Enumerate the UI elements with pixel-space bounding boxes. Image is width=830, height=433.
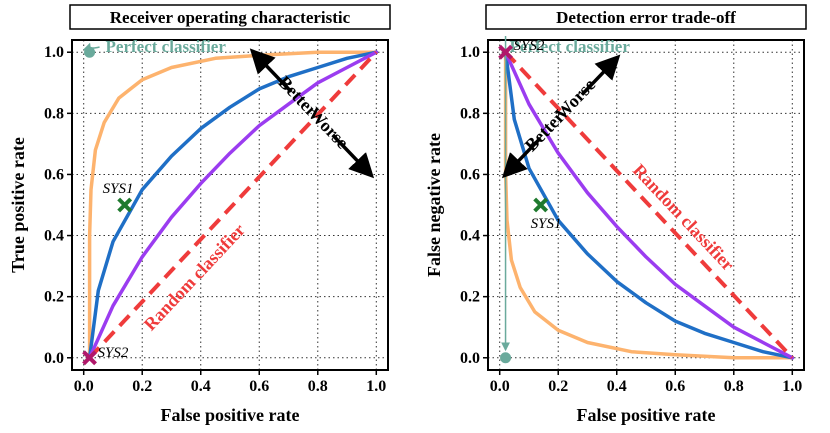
y-tick-label: 0.4 (44, 228, 64, 245)
random-curve (504, 50, 794, 360)
perfect-classifier-point (500, 352, 512, 364)
sys1-marker (533, 197, 549, 213)
sys1-label: SYS1 (531, 216, 562, 232)
title-box (69, 4, 391, 30)
x-tick-label: 0.0 (74, 378, 94, 395)
orange-curve (503, 50, 795, 360)
y-tick-label: 0.0 (44, 350, 64, 367)
better-arrow (501, 136, 542, 179)
better-arrow (249, 48, 293, 93)
y-axis-label: False negative rate (424, 133, 444, 277)
x-axis-label: False positive rate (161, 405, 300, 425)
x-tick-label: 0.6 (249, 378, 269, 395)
roc-chart: 0.0 0.0 0.2 0.2 0.4 0.4 0.6 0.6 0.8 0.8 1.0 1.0 Rece… (8, 4, 391, 425)
y-tick-label: 0.6 (44, 166, 64, 183)
x-tick-label: 0.2 (548, 378, 568, 395)
y-tick-label: 1.0 (44, 44, 64, 61)
x-tick-label: 0.8 (724, 378, 744, 395)
y-axis-label: True positive rate (8, 137, 28, 273)
plot-frame (487, 39, 805, 371)
blue-curve (87, 50, 379, 360)
purple-curve (503, 50, 795, 360)
worse-arrow (331, 133, 375, 179)
det-chart: 0.0 0.0 0.2 0.2 0.4 0.4 0.6 0.6 0.8 0.8 1.0 1.0 Dete… (424, 4, 807, 425)
x-tick-label: 1.0 (782, 378, 802, 395)
sys2-marker (82, 350, 97, 366)
y-tick-label: 0.6 (460, 166, 480, 183)
x-tick-label: 0.6 (665, 378, 685, 395)
chart-title: Receiver operating characteristic (110, 8, 351, 27)
worse-arrow (580, 54, 621, 96)
plot-frame (71, 39, 389, 371)
purple-curve (87, 50, 379, 360)
y-tick-label: 0.4 (460, 228, 480, 245)
sys1-label: SYS1 (103, 181, 134, 197)
y-tick-label: 0.8 (460, 105, 480, 122)
y-tick-label: 0.2 (460, 289, 480, 306)
perfect-classifier-point (84, 46, 96, 58)
x-tick-label: 0.8 (308, 378, 328, 395)
worse-label: Worse (304, 103, 352, 152)
sys2-marker (498, 44, 513, 60)
x-tick-label: 0.4 (607, 378, 627, 395)
x-tick-label: 0.2 (132, 378, 152, 395)
x-tick-label: 1.0 (366, 378, 386, 395)
chart-title: Detection error trade-off (556, 8, 736, 27)
y-tick-label: 0.8 (44, 105, 64, 122)
y-tick-label: 1.0 (460, 44, 480, 61)
perfect-classifier-label: Perfect classifier (106, 37, 227, 56)
title-box (485, 4, 807, 30)
perfect-classifier-label: Perfect classifier (510, 37, 631, 56)
sys2-label: SYS2 (98, 345, 129, 361)
y-tick-label: 0.2 (44, 289, 64, 306)
sys2-label: SYS2 (514, 38, 545, 54)
sys1-marker (117, 197, 133, 213)
x-axis-label: False positive rate (577, 405, 716, 425)
y-tick-label: 0.0 (460, 350, 480, 367)
x-tick-label: 0.4 (191, 378, 211, 395)
x-tick-label: 0.0 (490, 378, 510, 395)
random-curve (88, 50, 378, 360)
